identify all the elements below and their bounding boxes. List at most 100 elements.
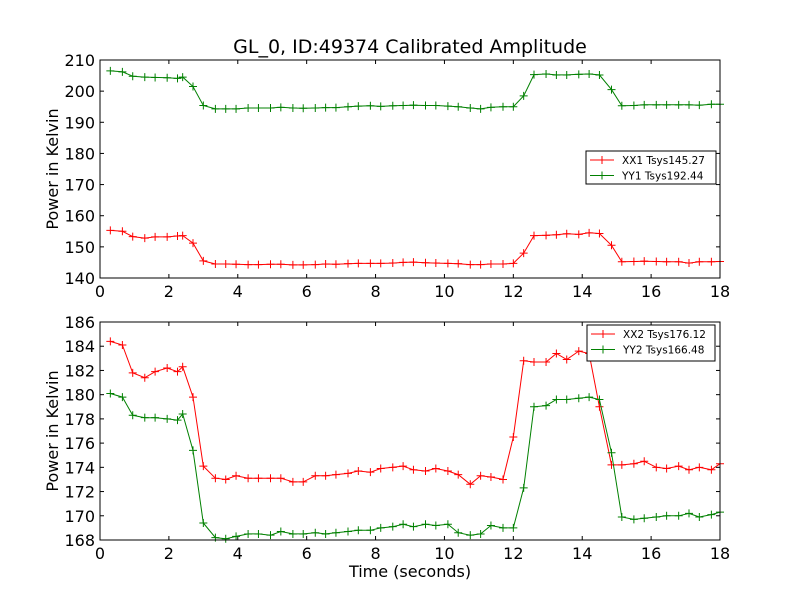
- top-data-point: [617, 101, 626, 110]
- bottom-data-point: [173, 416, 182, 425]
- top-data-point: [509, 259, 518, 268]
- bottom-data-point: [640, 514, 649, 523]
- top-data-point: [499, 102, 507, 111]
- top-data-point: [344, 259, 352, 268]
- bottom-data-point: [530, 357, 538, 366]
- bottom-data-point: [140, 373, 149, 382]
- top-y-tick-label: 180: [64, 144, 95, 163]
- x-axis-label: Time (seconds): [348, 562, 471, 581]
- top-data-point: [466, 260, 475, 269]
- top-data-point: [607, 241, 616, 250]
- bottom-data-point: [421, 520, 430, 529]
- bottom-data-point: [542, 357, 551, 366]
- top-data-point: [466, 103, 475, 112]
- top-data-point: [431, 259, 440, 268]
- bottom-data-point: [552, 349, 561, 358]
- bottom-data-point: [629, 459, 638, 468]
- top-x-tick-label: 16: [641, 282, 661, 301]
- bottom-data-point: [562, 395, 571, 404]
- bottom-data-point: [151, 413, 160, 422]
- top-data-point: [399, 258, 408, 267]
- bottom-data-point: [276, 527, 285, 536]
- top-legend: XX1 Tsys145.27 YY1 Tsys192.44: [585, 150, 717, 185]
- top-legend-label: XX1 Tsys145.27: [622, 155, 705, 167]
- top-data-point: [662, 100, 671, 109]
- bottom-data-point: [585, 393, 594, 402]
- top-x-tick-label: 18: [710, 282, 730, 301]
- top-data-point: [232, 260, 241, 269]
- bottom-x-tick-label: 18: [710, 544, 730, 563]
- bottom-data-point: [466, 531, 475, 540]
- bottom-data-point: [254, 529, 263, 538]
- top-data-point: [276, 260, 285, 269]
- top-data-point: [499, 259, 507, 268]
- top-data-point: [607, 85, 616, 94]
- bottom-data-point: [354, 526, 363, 535]
- bottom-y-tick-label: 186: [64, 313, 95, 332]
- top-data-point: [552, 230, 561, 239]
- bottom-x-tick-label: 4: [233, 544, 243, 563]
- bottom-data-point: [331, 470, 340, 479]
- bottom-data-point: [695, 463, 704, 472]
- bottom-y-tick-label: 178: [64, 410, 95, 429]
- top-data-point: [288, 260, 297, 269]
- bottom-data-point: [707, 465, 716, 474]
- bottom-data-point: [431, 521, 440, 530]
- bottom-data-point: [486, 521, 495, 530]
- bottom-plot-panel: 0 2 4 6 8 10 12 14 16 18 168 170 172 174 176 178 180 182 1…: [43, 313, 730, 581]
- top-data-point: [674, 257, 683, 266]
- bottom-data-point: [476, 529, 485, 538]
- bottom-data-point: [173, 367, 182, 376]
- top-data-point: [254, 260, 263, 269]
- bottom-y-tick-label: 170: [64, 507, 95, 526]
- top-data-point: [151, 73, 160, 82]
- top-legend-swatch-marker: [598, 171, 606, 180]
- bottom-data-point: [530, 402, 538, 411]
- bottom-x-tick-label: 0: [95, 544, 105, 563]
- bottom-data-point: [354, 466, 363, 475]
- bottom-data-point: [409, 465, 418, 474]
- top-series-group: [106, 66, 724, 269]
- bottom-x-tick-label: 2: [164, 544, 174, 563]
- bottom-data-point: [454, 528, 463, 537]
- bottom-data-point: [652, 512, 661, 521]
- bottom-data-point: [409, 522, 418, 531]
- top-data-point: [454, 259, 463, 268]
- top-series-2: [106, 66, 724, 113]
- bottom-data-point: [509, 433, 518, 442]
- bottom-data-point: [118, 341, 127, 350]
- top-data-point: [552, 70, 561, 79]
- top-x-tick-label: 4: [233, 282, 243, 301]
- bottom-data-point: [151, 367, 160, 376]
- top-series-1: [106, 226, 724, 269]
- bottom-data-point: [607, 448, 616, 457]
- top-data-point: [530, 231, 538, 240]
- top-data-point: [106, 66, 115, 75]
- bottom-y-tick-label: 172: [64, 483, 95, 502]
- top-data-point: [486, 103, 495, 112]
- top-y-tick-label: 200: [64, 82, 95, 101]
- bottom-data-point: [118, 393, 127, 402]
- top-data-point: [199, 256, 208, 265]
- bottom-data-point: [499, 523, 507, 532]
- bottom-x-tick-label: 12: [503, 544, 523, 563]
- bottom-data-point: [640, 457, 649, 466]
- top-legend-swatch-marker: [598, 156, 606, 164]
- top-data-point: [189, 82, 197, 91]
- bottom-data-point: [244, 474, 253, 483]
- bottom-x-tick-label: 8: [370, 544, 380, 563]
- bottom-data-point: [178, 362, 187, 371]
- bottom-data-point: [662, 464, 671, 473]
- bottom-data-point: [163, 364, 172, 373]
- bottom-y-tick-label: 168: [64, 531, 95, 550]
- bottom-data-point: [232, 532, 241, 541]
- top-data-point: [519, 249, 528, 258]
- bottom-x-tick-label: 6: [302, 544, 312, 563]
- top-data-point: [232, 104, 241, 113]
- bottom-y-axis-label: Power in Kelvin: [43, 370, 62, 491]
- bottom-data-point: [232, 471, 241, 480]
- bottom-data-point: [366, 468, 375, 477]
- top-data-point: [244, 260, 253, 269]
- top-data-point: [685, 259, 693, 268]
